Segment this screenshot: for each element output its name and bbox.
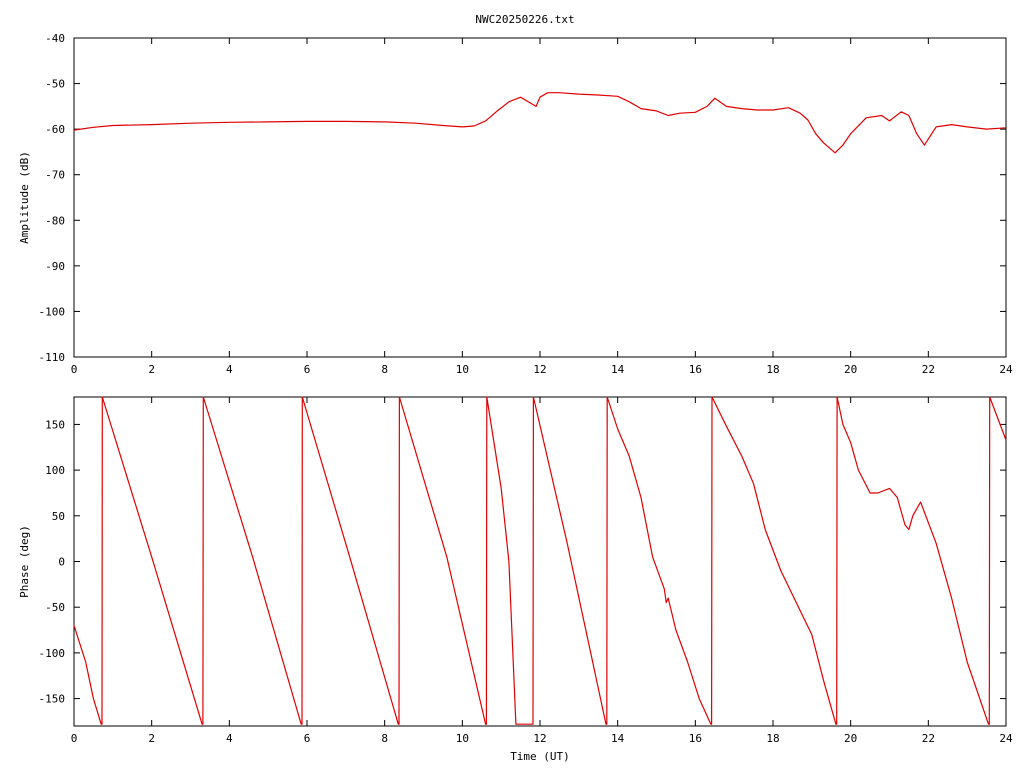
y-axis-label: Amplitude (dB) bbox=[18, 151, 31, 244]
x-tick-label: 4 bbox=[226, 732, 233, 745]
y-tick-label: 150 bbox=[45, 418, 65, 431]
x-tick-label: 12 bbox=[533, 732, 546, 745]
y-tick-label: -90 bbox=[45, 260, 65, 273]
x-tick-label: 10 bbox=[456, 363, 469, 376]
x-axis-label: Time (UT) bbox=[510, 750, 570, 763]
x-tick-label: 6 bbox=[304, 363, 311, 376]
x-tick-label: 6 bbox=[304, 732, 311, 745]
y-tick-label: -40 bbox=[45, 32, 65, 45]
y-tick-label: -70 bbox=[45, 169, 65, 182]
x-tick-label: 24 bbox=[999, 732, 1013, 745]
x-tick-label: 2 bbox=[148, 363, 155, 376]
phase-series-line bbox=[73, 396, 1007, 725]
y-tick-label: -60 bbox=[45, 123, 65, 136]
x-tick-label: 16 bbox=[689, 732, 702, 745]
y-tick-label: -110 bbox=[39, 351, 66, 364]
x-tick-label: 0 bbox=[71, 363, 78, 376]
x-tick-label: 22 bbox=[922, 732, 935, 745]
x-tick-label: 14 bbox=[611, 732, 625, 745]
x-tick-label: 12 bbox=[533, 363, 546, 376]
x-tick-label: 20 bbox=[844, 732, 857, 745]
y-tick-label: -100 bbox=[39, 305, 66, 318]
x-tick-label: 14 bbox=[611, 363, 625, 376]
y-tick-label: 100 bbox=[45, 464, 65, 477]
amplitude-series-line bbox=[73, 92, 1007, 154]
y-tick-label: 50 bbox=[52, 510, 65, 523]
x-tick-label: 8 bbox=[381, 363, 388, 376]
x-tick-label: 20 bbox=[844, 363, 857, 376]
x-tick-label: 10 bbox=[456, 732, 469, 745]
x-tick-label: 18 bbox=[766, 732, 779, 745]
x-tick-label: 0 bbox=[71, 732, 78, 745]
y-axis-label: Phase (deg) bbox=[18, 525, 31, 598]
x-tick-label: 22 bbox=[922, 363, 935, 376]
y-tick-label: -100 bbox=[39, 647, 66, 660]
chart-title: NWC20250226.txt bbox=[475, 13, 574, 26]
y-tick-label: 0 bbox=[58, 556, 65, 569]
amplitude-panel: 0 2 4 6 8 10 12 14 16 18 20 22 24-40-50-60-70-80-90-… bbox=[18, 32, 1013, 376]
y-tick-label: -50 bbox=[45, 601, 65, 614]
x-tick-label: 4 bbox=[226, 363, 233, 376]
x-tick-label: 18 bbox=[766, 363, 779, 376]
phase-panel: 0 2 4 6 8 10 12 14 16 18 20 22 24150100500-50-100-15… bbox=[18, 396, 1013, 763]
x-tick-label: 24 bbox=[999, 363, 1013, 376]
y-tick-label: -80 bbox=[45, 214, 65, 227]
y-tick-label: -50 bbox=[45, 78, 65, 91]
y-tick-label: -150 bbox=[39, 693, 66, 706]
x-tick-label: 16 bbox=[689, 363, 702, 376]
x-tick-label: 2 bbox=[148, 732, 155, 745]
x-tick-label: 8 bbox=[381, 732, 388, 745]
